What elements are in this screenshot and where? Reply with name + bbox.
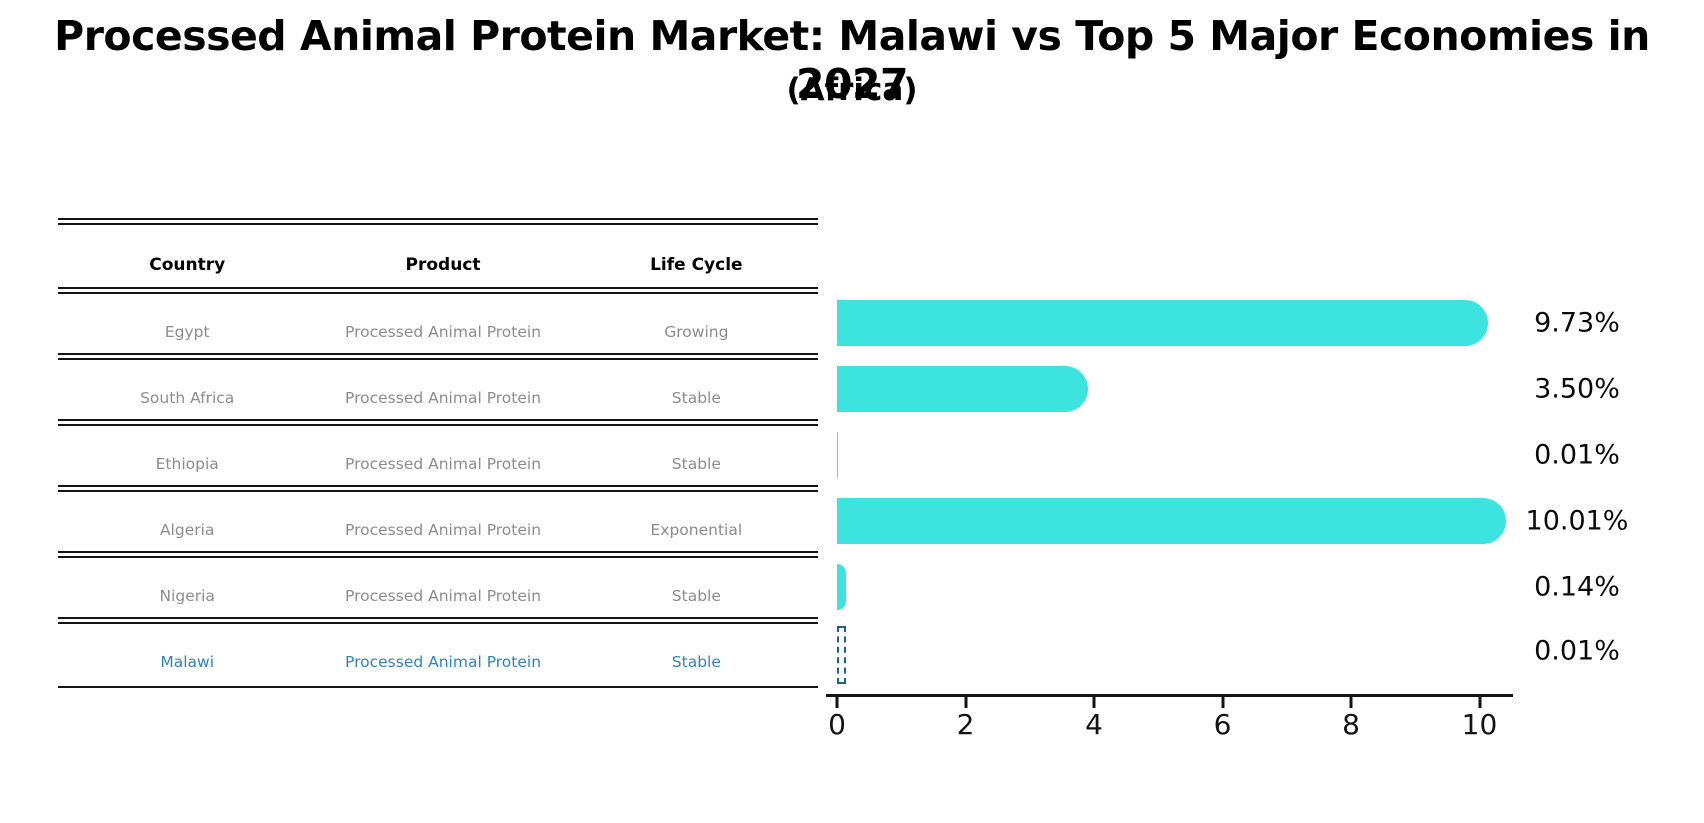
bar-nigeria [837, 564, 846, 610]
data-table: Country Product Life Cycle Egypt Process… [58, 218, 818, 688]
x-axis-tick-label: 6 [1213, 708, 1232, 741]
x-axis-tick-label: 10 [1461, 708, 1498, 741]
row-separator [58, 551, 818, 558]
x-axis-tick-label: 8 [1342, 708, 1360, 741]
table-border-top [58, 218, 818, 225]
chart-subtitle: (Africa) [786, 72, 918, 108]
bar-egypt [837, 300, 1488, 346]
x-axis-tick-label: 2 [956, 708, 975, 741]
value-label: 0.14% [1534, 571, 1620, 603]
value-label: 9.73% [1534, 307, 1620, 339]
x-axis-tick-label: 4 [1085, 708, 1103, 741]
x-axis-tick [964, 697, 967, 708]
x-axis-line [826, 694, 1513, 697]
table-border-bottom [58, 686, 818, 688]
row-separator [58, 485, 818, 492]
bar-south-africa [837, 366, 1088, 412]
x-axis-tick [1478, 697, 1481, 708]
row-separator [58, 419, 818, 426]
row-separator [58, 617, 818, 624]
x-axis-tick [1092, 697, 1096, 708]
bar-ethiopia [837, 432, 838, 478]
x-axis-tick [835, 697, 839, 708]
value-label: 10.01% [1525, 505, 1629, 537]
value-label: 0.01% [1534, 635, 1620, 667]
chart-title: Processed Animal Protein Market: Malawi … [54, 12, 1650, 108]
value-label: 3.50% [1534, 373, 1620, 405]
value-label: 0.01% [1534, 439, 1620, 471]
bar-algeria [837, 498, 1506, 544]
x-axis-tick [1349, 697, 1353, 708]
x-axis-tick [1221, 697, 1224, 708]
x-axis-tick-label: 0 [828, 708, 846, 741]
row-separator [58, 353, 818, 360]
table-header-separator [58, 287, 818, 294]
bar-malawi-dashed-outline [837, 626, 846, 684]
